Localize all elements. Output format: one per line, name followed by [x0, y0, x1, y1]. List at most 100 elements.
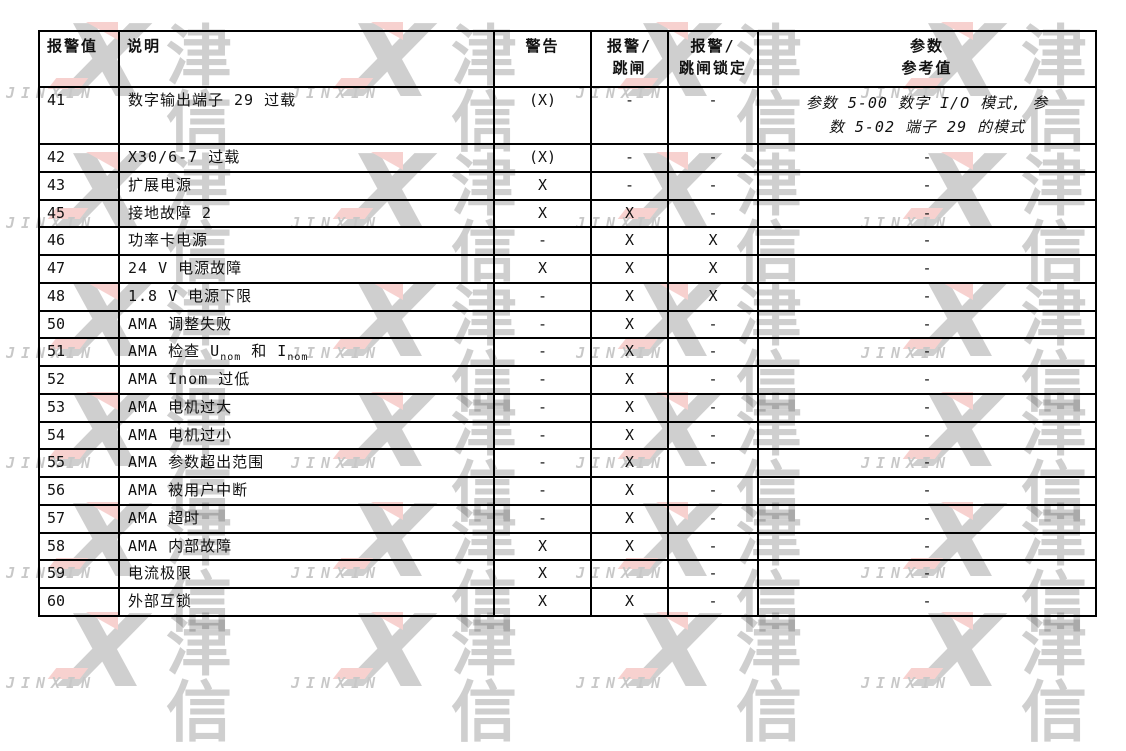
cell-alarm-value: 42: [38, 143, 120, 173]
col-header-alarm-value: 报警值: [38, 30, 120, 88]
cell-description: 接地故障 2: [118, 198, 495, 229]
cell-alarm-trip-lock: -: [667, 309, 759, 340]
cell-description: AMA 内部故障: [118, 531, 495, 562]
cell-alarm-trip: X: [590, 281, 669, 312]
watermark-red-triangle: [371, 612, 403, 630]
cell-warning: X: [493, 587, 592, 617]
cell-description: 扩展电源: [118, 170, 495, 201]
col-header-alarm-trip: 报警/ 跳闸: [590, 30, 669, 88]
cell-warning: X: [493, 170, 592, 201]
table-row: 54 AMA 电机过小 - X - -: [38, 420, 1097, 451]
cell-warning: -: [493, 309, 592, 340]
cell-description: 24 V 电源故障: [118, 254, 495, 284]
jinxin-watermark: X 津信 JINXIN: [861, 602, 1126, 746]
cell-alarm-value: 56: [38, 476, 120, 506]
cell-param-reference: -: [757, 448, 1097, 478]
cell-alarm-trip-lock: -: [667, 503, 759, 534]
cell-alarm-trip: X: [590, 476, 669, 506]
cell-param-reference: -: [757, 420, 1097, 451]
table-row: 47 24 V 电源故障 X X X -: [38, 254, 1097, 284]
cell-warning: (X): [493, 143, 592, 173]
cell-alarm-trip: X: [590, 337, 669, 367]
cell-description: 数字输出端子 29 过载: [118, 86, 495, 145]
table-row: 50 AMA 调整失败 - X - -: [38, 309, 1097, 340]
cell-alarm-trip: X: [590, 587, 669, 617]
cell-alarm-trip-lock: -: [667, 198, 759, 229]
cell-description: AMA 超时: [118, 503, 495, 534]
cell-alarm-trip: X: [590, 392, 669, 423]
cell-alarm-value: 41: [38, 86, 120, 145]
cell-alarm-trip: -: [590, 143, 669, 173]
cell-alarm-value: 50: [38, 309, 120, 340]
jinxin-watermark: X 津信 JINXIN: [291, 602, 585, 746]
table-row: 58 AMA 内部故障 X X - -: [38, 531, 1097, 562]
cell-alarm-trip-lock: X: [667, 226, 759, 256]
cell-alarm-trip: X: [590, 531, 669, 562]
table-row: 55 AMA 参数超出范围 - X - -: [38, 448, 1097, 478]
cell-param-reference: -: [757, 198, 1097, 229]
table-row: 52 AMA Inom 过低 - X - -: [38, 365, 1097, 395]
cell-param-reference: -: [757, 476, 1097, 506]
cell-alarm-trip-lock: -: [667, 143, 759, 173]
cell-description: AMA 电机过小: [118, 420, 495, 451]
cell-alarm-value: 46: [38, 226, 120, 256]
cell-alarm-trip: X: [590, 448, 669, 478]
table-row: 48 1.8 V 电源下限 - X X -: [38, 281, 1097, 312]
watermark-en-text: JINXIN: [576, 674, 667, 692]
cell-param-reference: -: [757, 254, 1097, 284]
cell-description: AMA 检查 Unom 和 Inom: [118, 337, 495, 367]
cell-alarm-trip: X: [590, 226, 669, 256]
cell-param-reference: -: [757, 587, 1097, 617]
cell-param-reference: -: [757, 143, 1097, 173]
cell-alarm-value: 58: [38, 531, 120, 562]
cell-alarm-trip: X: [590, 365, 669, 395]
cell-param-reference: -: [757, 226, 1097, 256]
cell-alarm-trip-lock: -: [667, 559, 759, 589]
cell-alarm-value: 55: [38, 448, 120, 478]
cell-description: 功率卡电源: [118, 226, 495, 256]
cell-description: AMA Inom 过低: [118, 365, 495, 395]
table-header-row: 报警值 说明 警告 报警/ 跳闸 报警/ 跳闸锁定 参数 参考值: [38, 30, 1097, 88]
cell-param-reference: -: [757, 559, 1097, 589]
cell-param-reference: -: [757, 392, 1097, 423]
cell-warning: -: [493, 226, 592, 256]
cell-warning: X: [493, 198, 592, 229]
watermark-cn-text: 津信: [1021, 608, 1090, 751]
table-row: 46 功率卡电源 - X X -: [38, 226, 1097, 256]
col-header-alarm-trip-lock: 报警/ 跳闸锁定: [667, 30, 759, 88]
table-body: 41 数字输出端子 29 过载 (X) - - 参数 5-00 数字 I/O 模式, 参数…: [38, 86, 1097, 617]
table-row: 57 AMA 超时 - X - -: [38, 503, 1097, 534]
cell-warning: -: [493, 392, 592, 423]
cell-description: 电流极限: [118, 559, 495, 589]
cell-alarm-trip-lock: -: [667, 587, 759, 617]
cell-alarm-value: 43: [38, 170, 120, 201]
watermark-red-triangle: [941, 612, 973, 630]
cell-warning: -: [493, 476, 592, 506]
cell-description: AMA 参数超出范围: [118, 448, 495, 478]
cell-description: AMA 被用户中断: [118, 476, 495, 506]
cell-alarm-trip-lock: -: [667, 86, 759, 145]
cell-alarm-value: 53: [38, 392, 120, 423]
cell-warning: -: [493, 448, 592, 478]
cell-alarm-trip: X: [590, 254, 669, 284]
cell-warning: -: [493, 281, 592, 312]
cell-alarm-trip-lock: -: [667, 170, 759, 201]
cell-alarm-trip: -: [590, 86, 669, 145]
cell-alarm-trip-lock: -: [667, 365, 759, 395]
cell-warning: X: [493, 559, 592, 589]
watermark-en-text: JINXIN: [6, 674, 97, 692]
cell-warning: -: [493, 337, 592, 367]
cell-warning: -: [493, 365, 592, 395]
cell-description: AMA 电机过大: [118, 392, 495, 423]
cell-warning: X: [493, 254, 592, 284]
cell-alarm-trip-lock: -: [667, 448, 759, 478]
cell-alarm-trip: X: [590, 503, 669, 534]
cell-param-reference: -: [757, 337, 1097, 367]
cell-warning: X: [493, 531, 592, 562]
table-row: 56 AMA 被用户中断 - X - -: [38, 476, 1097, 506]
cell-alarm-trip-lock: X: [667, 254, 759, 284]
watermark-en-text: JINXIN: [861, 674, 952, 692]
cell-alarm-trip-lock: -: [667, 420, 759, 451]
cell-alarm-trip: -: [590, 170, 669, 201]
